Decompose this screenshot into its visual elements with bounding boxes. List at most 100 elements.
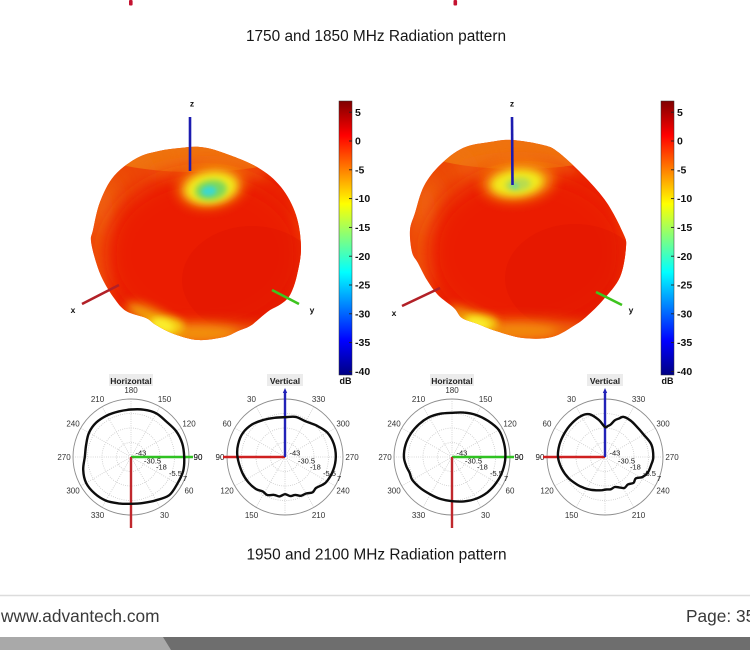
- svg-text:300: 300: [387, 486, 401, 495]
- svg-text:240: 240: [66, 419, 80, 428]
- svg-text:120: 120: [503, 419, 517, 428]
- svg-text:330: 330: [412, 511, 426, 520]
- svg-text:330: 330: [632, 395, 646, 404]
- svg-text:270: 270: [57, 453, 71, 462]
- svg-text:-5.5: -5.5: [643, 469, 656, 478]
- svg-text:5: 5: [677, 107, 683, 119]
- svg-text:30: 30: [160, 511, 169, 520]
- svg-text:330: 330: [91, 511, 105, 520]
- svg-text:150: 150: [158, 395, 172, 404]
- svg-text:120: 120: [182, 419, 196, 428]
- svg-text:120: 120: [220, 486, 234, 495]
- svg-text:y: y: [310, 305, 315, 315]
- svg-text:-35: -35: [677, 337, 692, 349]
- svg-text:-40: -40: [677, 366, 692, 378]
- svg-text:7: 7: [504, 474, 508, 483]
- svg-text:-5.5: -5.5: [490, 469, 503, 478]
- svg-text:120: 120: [540, 486, 554, 495]
- svg-text:-18: -18: [156, 463, 167, 472]
- svg-text:Horizontal: Horizontal: [431, 376, 473, 386]
- svg-text:60: 60: [185, 486, 194, 495]
- svg-text:-20: -20: [677, 251, 692, 263]
- svg-text:270: 270: [345, 453, 359, 462]
- svg-text:210: 210: [632, 511, 646, 520]
- svg-text:-35: -35: [355, 337, 370, 349]
- svg-text:z: z: [510, 99, 514, 109]
- svg-text:180: 180: [124, 386, 138, 395]
- svg-text:60: 60: [506, 486, 515, 495]
- svg-text:60: 60: [543, 419, 552, 428]
- svg-text:240: 240: [387, 419, 401, 428]
- svg-text:270: 270: [378, 453, 392, 462]
- svg-text:-25: -25: [355, 280, 370, 292]
- svg-text:30: 30: [567, 395, 576, 404]
- svg-text:Vertical: Vertical: [590, 376, 620, 386]
- svg-text:-5: -5: [355, 164, 364, 176]
- svg-text:5: 5: [355, 107, 361, 119]
- svg-text:-5.5: -5.5: [169, 469, 182, 478]
- svg-text:-15: -15: [355, 222, 370, 234]
- svg-text:x: x: [392, 308, 397, 318]
- svg-text:30: 30: [247, 395, 256, 404]
- svg-text:300: 300: [336, 419, 350, 428]
- svg-text:-43: -43: [290, 449, 301, 458]
- svg-text:60: 60: [223, 419, 232, 428]
- svg-text:-15: -15: [677, 222, 692, 234]
- svg-text:-18: -18: [630, 463, 641, 472]
- svg-text:-18: -18: [310, 463, 321, 472]
- svg-text:-5.5: -5.5: [323, 469, 336, 478]
- svg-text:0: 0: [677, 136, 683, 148]
- svg-text:z: z: [190, 99, 194, 109]
- svg-text:-30: -30: [677, 308, 692, 320]
- svg-text:-30.5: -30.5: [298, 457, 315, 466]
- svg-text:210: 210: [412, 395, 426, 404]
- svg-text:-30: -30: [355, 308, 370, 320]
- svg-text:90: 90: [194, 453, 203, 462]
- svg-text:-18: -18: [477, 463, 488, 472]
- svg-text:y: y: [629, 305, 634, 315]
- svg-text:90: 90: [194, 453, 203, 462]
- svg-text:Vertical: Vertical: [270, 376, 300, 386]
- svg-text:7: 7: [657, 474, 661, 483]
- svg-text:90: 90: [216, 453, 225, 462]
- svg-text:-25: -25: [677, 280, 692, 292]
- svg-text:-43: -43: [457, 449, 468, 458]
- svg-text:-30.5: -30.5: [144, 457, 161, 466]
- svg-text:-43: -43: [610, 449, 621, 458]
- svg-text:www.advantech.com: www.advantech.com: [0, 606, 159, 626]
- svg-text:240: 240: [656, 486, 670, 495]
- svg-text:240: 240: [336, 486, 350, 495]
- svg-text:7: 7: [183, 474, 187, 483]
- svg-text:-20: -20: [355, 251, 370, 263]
- svg-text:300: 300: [66, 486, 80, 495]
- svg-text:270: 270: [665, 453, 679, 462]
- svg-text:Page: 35: Page: 35: [686, 606, 750, 626]
- svg-text:Horizontal: Horizontal: [110, 376, 152, 386]
- svg-text:-5: -5: [677, 164, 686, 176]
- svg-text:300: 300: [656, 419, 670, 428]
- svg-text:330: 330: [312, 395, 326, 404]
- svg-text:-30.5: -30.5: [618, 457, 635, 466]
- svg-text:-10: -10: [677, 193, 692, 205]
- svg-text:7: 7: [337, 474, 341, 483]
- svg-text:90: 90: [515, 453, 524, 462]
- svg-text:1750 and 1850 MHz Radiation pa: 1750 and 1850 MHz Radiation pattern: [246, 28, 506, 45]
- svg-text:-43: -43: [136, 449, 147, 458]
- svg-text:180: 180: [445, 386, 459, 395]
- svg-text:210: 210: [312, 511, 326, 520]
- svg-text:30: 30: [481, 511, 490, 520]
- svg-text:x: x: [71, 305, 76, 315]
- svg-text:dB: dB: [662, 376, 674, 386]
- svg-text:1950 and 2100 MHz Radiation pa: 1950 and 2100 MHz Radiation pattern: [246, 547, 506, 564]
- svg-text:-10: -10: [355, 193, 370, 205]
- svg-text:0: 0: [355, 136, 361, 148]
- svg-text:210: 210: [91, 395, 105, 404]
- svg-text:-30.5: -30.5: [465, 457, 482, 466]
- svg-text:150: 150: [245, 511, 259, 520]
- svg-text:dB: dB: [340, 376, 352, 386]
- svg-text:90: 90: [515, 453, 524, 462]
- svg-text:-40: -40: [355, 366, 370, 378]
- svg-text:90: 90: [536, 453, 545, 462]
- svg-text:150: 150: [565, 511, 579, 520]
- svg-text:150: 150: [479, 395, 493, 404]
